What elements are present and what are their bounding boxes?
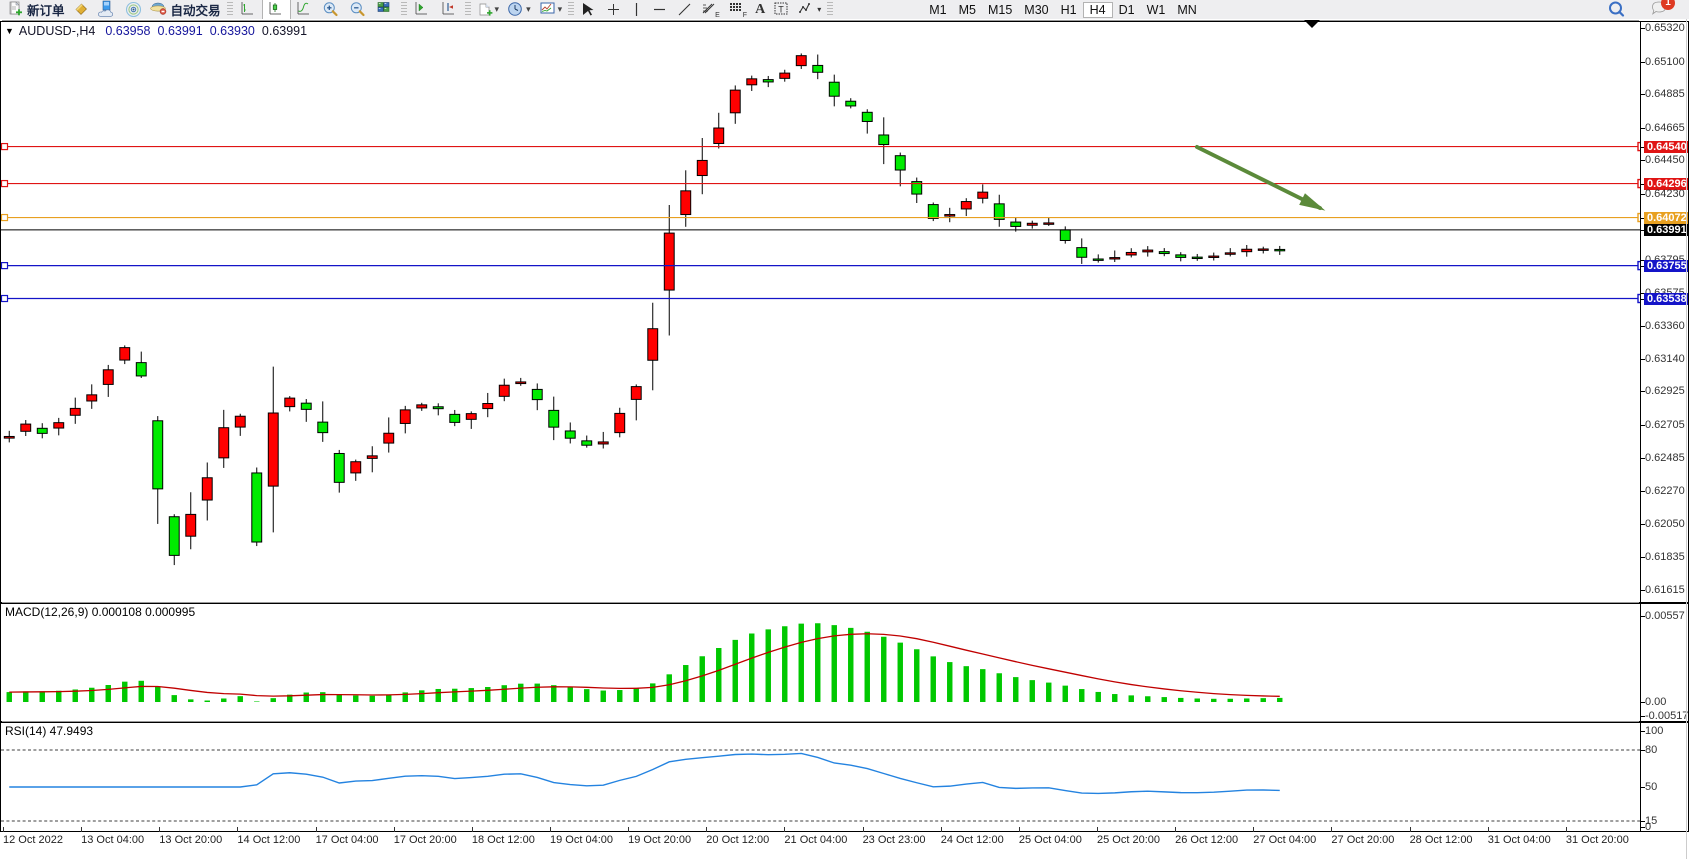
svg-text:T: T <box>778 5 784 15</box>
